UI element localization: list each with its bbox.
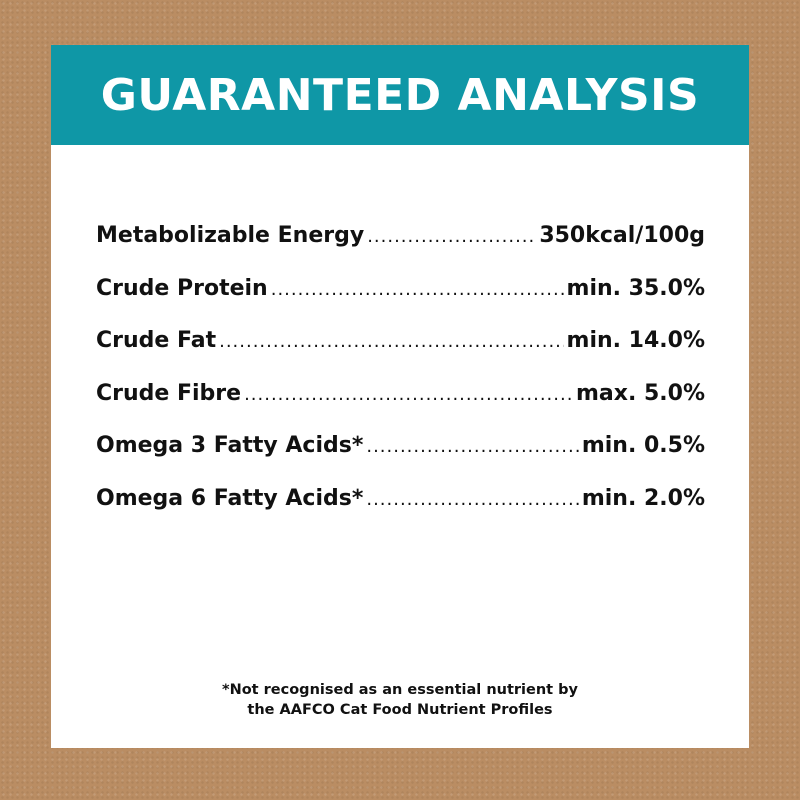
row-label: Omega 6 Fatty Acids* — [96, 485, 364, 511]
row-value: min. 0.5% — [581, 433, 705, 458]
dot-leader — [244, 384, 573, 405]
footnote-line: the AAFCO Cat Food Nutrient Profiles — [247, 702, 553, 718]
row-value: 350kcal/100g — [539, 223, 705, 248]
analysis-panel: GUARANTEED ANALYSIS Metabolizable Energy… — [51, 45, 749, 748]
table-row: Metabolizable Energy 350kcal/100g — [96, 223, 705, 276]
header-banner: GUARANTEED ANALYSIS — [51, 45, 749, 145]
row-label: Omega 3 Fatty Acids* — [96, 433, 364, 458]
row-value: min. 2.0% — [581, 485, 705, 511]
footnote-line: *Not recognised as an essential nutrient… — [221, 682, 578, 698]
table-row: Crude Protein min. 35.0% — [96, 276, 705, 329]
dot-leader — [219, 331, 563, 352]
row-label: Crude Fat — [96, 328, 217, 353]
row-value: min. 35.0% — [566, 275, 705, 301]
row-label: Crude Protein — [96, 275, 268, 301]
row-label: Metabolizable Energy — [96, 223, 365, 248]
dot-leader — [271, 279, 564, 300]
analysis-table: Metabolizable Energy 350kcal/100g Crude P… — [96, 223, 705, 538]
footnote: *Not recognised as an essential nutrient… — [51, 680, 749, 720]
page-title: GUARANTEED ANALYSIS — [100, 69, 700, 121]
table-row: Crude Fat min. 14.0% — [96, 328, 705, 381]
dot-leader — [366, 489, 578, 510]
table-row: Omega 6 Fatty Acids* min. 2.0% — [96, 486, 705, 539]
row-label: Crude Fibre — [96, 380, 242, 406]
row-value: max. 5.0% — [576, 380, 705, 406]
dot-leader — [366, 436, 578, 457]
dot-leader — [367, 226, 536, 247]
table-row: Omega 3 Fatty Acids* min. 0.5% — [96, 433, 705, 486]
row-value: min. 14.0% — [566, 328, 705, 353]
table-row: Crude Fibre max. 5.0% — [96, 381, 705, 434]
